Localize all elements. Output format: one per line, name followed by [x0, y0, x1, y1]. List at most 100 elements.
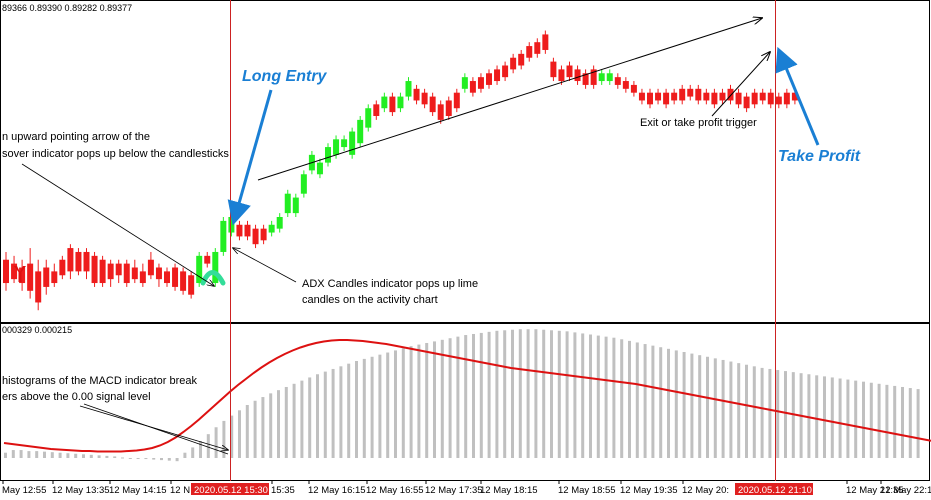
candle-body — [558, 69, 565, 82]
candle-body — [268, 224, 275, 233]
macd-histogram-bar — [214, 427, 218, 458]
candle-body — [510, 57, 517, 70]
take-profit-label: Take Profit — [778, 148, 861, 165]
candle-body — [405, 81, 412, 97]
long-entry-label: Long Entry — [242, 68, 328, 85]
macd-histogram-bar — [542, 329, 546, 458]
macd-histogram-bar — [253, 400, 257, 458]
macd-histogram-bar — [706, 356, 709, 458]
x-axis: May 12:55 12 May 13:35 12 May 14:15 12 N 15:… — [2, 481, 931, 496]
macd-histogram-bar — [82, 454, 85, 458]
candle-body — [542, 34, 549, 50]
candle-body — [3, 259, 9, 284]
macd-histogram-bar — [573, 332, 577, 458]
macd-histogram-bar — [238, 410, 241, 458]
macd-histogram-bar — [191, 447, 195, 458]
macd-histogram-bar — [261, 397, 265, 458]
candle-body — [67, 248, 74, 272]
macd-histogram-bar — [97, 455, 101, 458]
macd-histogram-bar — [550, 330, 553, 458]
candle-body — [300, 174, 307, 194]
candle-body — [292, 197, 299, 214]
x-tick-label: 12 May 21:35 — [846, 485, 904, 496]
candle-body — [574, 69, 581, 82]
macd-histogram-bar — [479, 332, 483, 458]
candle-body — [598, 73, 605, 82]
candle-body — [212, 251, 219, 284]
macd-histogram-bar — [245, 405, 249, 458]
macd-histogram-bar — [362, 358, 366, 458]
candle-body — [107, 263, 114, 280]
macd-histogram-bar — [721, 359, 725, 458]
candle-body — [147, 259, 154, 276]
macd-histogram-bar — [316, 374, 319, 458]
macd-histogram-bar — [269, 393, 273, 458]
candle-body — [131, 267, 138, 280]
candle-body — [421, 92, 428, 105]
macd-histogram-bar — [862, 381, 865, 458]
exit-trigger-pointer — [711, 52, 770, 117]
candle-body — [333, 139, 340, 155]
macd-histogram-bar — [893, 385, 897, 458]
macd-histogram-bar — [908, 388, 912, 458]
macd-histogram-bar — [284, 386, 288, 458]
candle-body — [550, 61, 557, 78]
candle-body — [582, 73, 589, 85]
candle-body — [397, 96, 404, 109]
macd-histogram-bar — [222, 420, 226, 458]
candle-body — [526, 46, 533, 58]
x-tick-label: 12 May 20: — [682, 485, 729, 496]
macd-histogram-bar — [433, 341, 436, 458]
macd-histogram-bar — [417, 344, 421, 458]
macd-histogram-bar — [713, 358, 717, 458]
candle-body — [188, 275, 195, 295]
macd-histogram-bar — [901, 386, 904, 458]
long-entry-arrow — [227, 89, 273, 226]
candle-body — [91, 255, 98, 284]
candle-body — [244, 224, 251, 237]
macd-histogram-bar — [526, 329, 530, 458]
arrow-note-line-2: sover indicator pops up below the candle… — [2, 148, 229, 160]
macd-histogram-bar — [183, 452, 187, 458]
macd-histogram-bar — [448, 338, 452, 458]
candle-body — [19, 267, 26, 284]
macd-histogram-bar — [19, 450, 23, 458]
macd-histogram-bar — [698, 355, 702, 458]
candle-body — [630, 84, 637, 93]
macd-signal-line — [3, 339, 931, 453]
macd-histogram-bar — [89, 454, 93, 458]
candle-body — [180, 271, 187, 291]
macd-histogram-bar — [386, 352, 390, 458]
macd-histogram-bar — [557, 330, 561, 458]
macd-histogram-bar — [339, 366, 343, 458]
macd-note-pointer-2 — [83, 403, 229, 455]
macd-histogram-bar — [206, 434, 210, 458]
trend-arrow-line — [257, 18, 762, 181]
macd-histogram-bar — [737, 363, 741, 458]
candle-body — [663, 92, 670, 105]
candle-body — [115, 263, 122, 276]
macd-histogram-bar — [323, 371, 327, 458]
macd-histogram-bar — [50, 452, 54, 458]
candle-body — [486, 73, 492, 85]
candle-body — [99, 259, 106, 284]
candle-body — [791, 92, 798, 101]
macd-histogram-bar — [823, 376, 826, 458]
macd-histogram-bar — [370, 356, 374, 458]
candle-body — [284, 193, 291, 214]
macd-histogram-bar — [667, 348, 670, 458]
candle-body — [220, 220, 227, 252]
candle-body — [357, 119, 364, 144]
candle-body — [590, 69, 597, 85]
macd-histogram-bar — [300, 380, 304, 458]
candle-body — [413, 88, 420, 101]
candle-body — [196, 255, 203, 284]
candle-body — [655, 92, 662, 101]
macd-histogram-bar — [277, 390, 280, 458]
macd-histogram-bar — [830, 377, 834, 458]
macd-histogram-bar — [518, 329, 522, 458]
macd-histogram-bar — [495, 330, 499, 458]
candle-body — [518, 53, 525, 66]
candle-body — [743, 96, 750, 109]
macd-histogram-bar — [425, 342, 429, 458]
